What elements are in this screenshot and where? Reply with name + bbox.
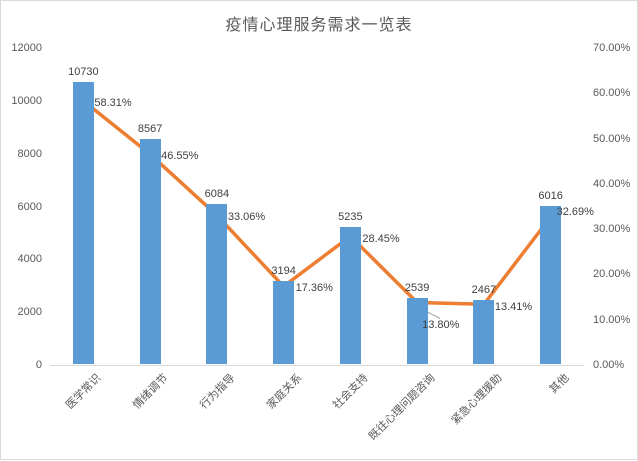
bar-value-label: 6016: [538, 190, 563, 203]
line-percent-label: 13.80%: [422, 318, 460, 331]
line-percent-label: 58.31%: [94, 96, 132, 109]
bar-value-label: 5235: [338, 210, 363, 223]
secondary-axis-tick: 50.00%: [593, 132, 631, 145]
bar-value-label: 2467: [471, 283, 497, 296]
secondary-axis-tick: 30.00%: [593, 223, 631, 236]
bar: [540, 206, 562, 364]
bar-value-label: 2539: [404, 281, 430, 294]
secondary-axis-tick: 40.00%: [593, 177, 631, 190]
line-percent-label: 28.45%: [362, 233, 400, 246]
y-axis-tick: 2000: [17, 306, 42, 319]
chart-title: 疫情心理服务需求一览表: [225, 17, 413, 34]
bar-value-label: 8567: [137, 122, 163, 135]
y-axis-tick: 4000: [17, 253, 42, 266]
bar: [339, 226, 361, 364]
line-percent-label: 32.69%: [556, 205, 594, 218]
bar-value-label: 6084: [204, 188, 230, 201]
bar-value-label: 3194: [271, 264, 296, 277]
secondary-axis-tick: 10.00%: [593, 313, 631, 326]
bar: [206, 204, 228, 364]
line-percent-label: 17.36%: [295, 282, 333, 295]
bar: [72, 81, 94, 364]
y-axis-tick: 8000: [17, 147, 42, 160]
secondary-axis-tick: 70.00%: [593, 42, 631, 54]
x-axis-label: 行为指导: [197, 372, 238, 412]
x-axis-label: 家庭关系: [264, 372, 305, 412]
bar: [273, 280, 295, 364]
bar: [406, 297, 428, 364]
bar: [139, 138, 161, 364]
line-percent-label: 13.41%: [494, 301, 533, 314]
y-axis-tick: 12000: [11, 42, 42, 54]
x-axis-label: 社会支持: [331, 372, 371, 412]
plot-area: [50, 48, 584, 366]
bar-value-label: 10730: [68, 65, 99, 78]
secondary-axis-tick: 60.00%: [593, 87, 631, 100]
y-axis-tick: 10000: [11, 94, 42, 107]
secondary-axis-tick: 0.00%: [593, 359, 625, 371]
secondary-axis-tick: 20.00%: [593, 268, 631, 281]
line-percent-label: 46.55%: [161, 150, 199, 163]
y-axis-tick: 0: [35, 359, 42, 371]
x-axis-label: 其他: [547, 372, 572, 397]
x-axis-label: 既往心理问题咨询: [366, 372, 438, 443]
x-axis-label: 紧急心理援助: [449, 372, 505, 428]
x-axis-label: 医学常识: [64, 372, 104, 412]
x-axis-label: 情绪调节: [131, 372, 171, 412]
y-axis-tick: 6000: [17, 200, 42, 213]
line-percent-label: 33.06%: [227, 211, 266, 224]
bar: [473, 299, 495, 364]
